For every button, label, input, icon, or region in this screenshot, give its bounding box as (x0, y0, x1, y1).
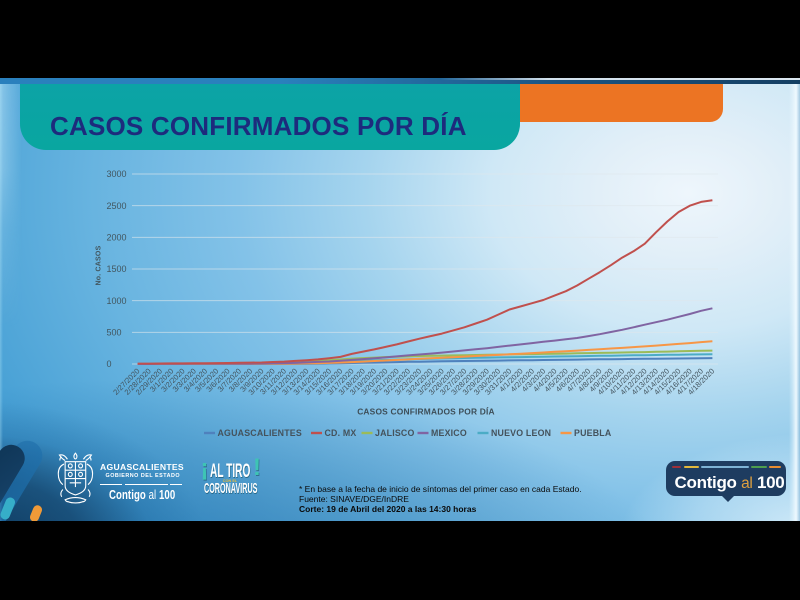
svg-text:No. CASOS: No. CASOS (96, 245, 103, 285)
svg-text:2500: 2500 (107, 201, 127, 211)
svg-text:CASOS CONFIRMADOS POR DÍA: CASOS CONFIRMADOS POR DÍA (357, 406, 495, 417)
svg-text:JALISCO: JALISCO (375, 428, 415, 438)
svg-text:MEXICO: MEXICO (431, 428, 467, 438)
svg-text:0: 0 (107, 359, 112, 369)
svg-text:1000: 1000 (107, 296, 127, 306)
svg-text:2000: 2000 (107, 233, 127, 243)
svg-text:PUEBLA: PUEBLA (574, 428, 612, 438)
svg-text:500: 500 (107, 328, 122, 338)
svg-text:1500: 1500 (107, 264, 127, 274)
svg-text:NUEVO LEON: NUEVO LEON (491, 428, 551, 438)
svg-text:AGUASCALIENTES: AGUASCALIENTES (218, 428, 302, 438)
svg-text:CD. MX: CD. MX (325, 428, 357, 438)
svg-text:3000: 3000 (107, 169, 127, 179)
